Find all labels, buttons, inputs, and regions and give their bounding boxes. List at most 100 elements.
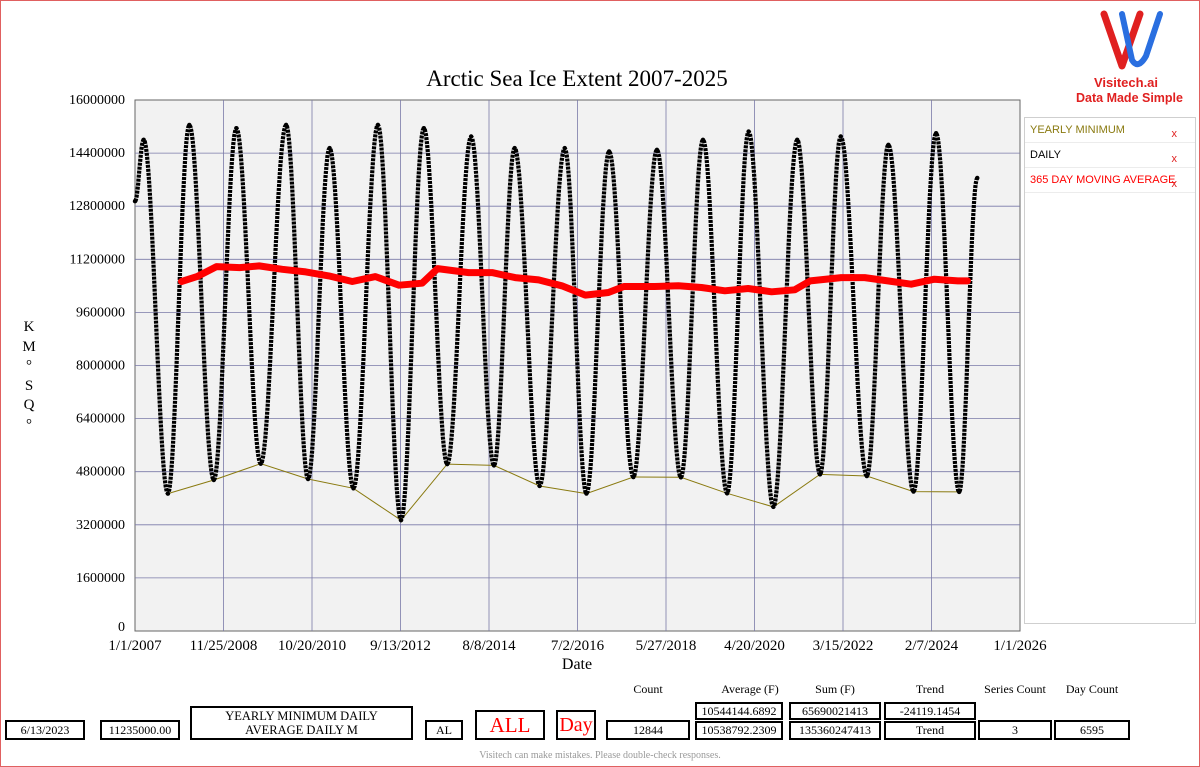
- series-daily: [132, 122, 980, 523]
- legend-label: YEARLY MINIMUM: [1030, 124, 1125, 136]
- filter-field[interactable]: AL: [425, 720, 463, 740]
- moving-average-point: [956, 279, 959, 282]
- daily-extreme-point: [864, 473, 870, 479]
- period-day-button[interactable]: Day: [556, 710, 596, 740]
- remove-series-button[interactable]: x: [1171, 153, 1178, 165]
- daily-extreme-point: [132, 199, 138, 204]
- daily-extreme-point: [606, 149, 612, 154]
- y-tick-label: 14400000: [69, 146, 125, 161]
- disclaimer-footer: Visitech can make mistakes. Please doubl…: [479, 750, 721, 761]
- day-count-header: Day Count: [1065, 682, 1119, 696]
- daily-extreme-point: [817, 472, 823, 477]
- yearly-minimum-line: [167, 463, 960, 521]
- moving-average-point: [584, 294, 587, 297]
- moving-average-point: [560, 284, 563, 287]
- moving-average-point: [327, 274, 330, 277]
- y-tick-label: 3200000: [76, 518, 125, 533]
- y-tick-label: 4800000: [76, 465, 125, 480]
- daily-extreme-point: [562, 145, 567, 151]
- moving-average-point: [281, 268, 284, 271]
- range-all-button[interactable]: ALL: [475, 710, 545, 740]
- x-tick-label: 3/15/2022: [813, 638, 874, 654]
- daily-extreme-point: [468, 134, 474, 139]
- moving-average-point: [622, 285, 625, 288]
- y-axis-label-char: Q: [23, 397, 35, 413]
- legend-item-daily[interactable]: DAILY x: [1025, 143, 1195, 168]
- remove-series-button[interactable]: x: [1171, 128, 1178, 140]
- average-header: Average (F): [721, 682, 779, 696]
- moving-average-point: [747, 287, 750, 290]
- moving-average-point: [195, 275, 198, 278]
- daily-extreme-point: [398, 517, 404, 523]
- daily-extreme-point: [512, 145, 517, 151]
- moving-average-point: [607, 291, 610, 294]
- y-tick-label: 16000000: [69, 93, 125, 108]
- v-logo-icon: [1100, 10, 1163, 70]
- legend: YEARLY MINIMUM x DAILY x 365 DAY MOVING …: [1024, 117, 1196, 624]
- series-select[interactable]: YEARLY MINIMUM DAILY AVERAGE DAILY M: [190, 706, 413, 740]
- x-tick-label: 1/1/2026: [993, 638, 1047, 654]
- daily-extreme-point: [258, 461, 263, 466]
- daily-extreme-point: [187, 122, 192, 128]
- daily-extreme-point: [975, 175, 980, 181]
- y-axis-label-char: K: [23, 319, 35, 335]
- daily-extreme-point: [654, 147, 660, 152]
- x-tick-label: 7/2/2016: [551, 638, 605, 654]
- remove-series-button[interactable]: x: [1171, 178, 1178, 190]
- moving-average-point: [653, 285, 656, 288]
- moving-average-point: [770, 290, 773, 293]
- daily-extreme-point: [678, 475, 684, 480]
- x-tick-label: 5/27/2018: [636, 638, 697, 654]
- daily-extreme-point: [771, 504, 776, 510]
- y-tick-label: 6400000: [76, 412, 125, 427]
- sum-value-1: 65690021413: [789, 702, 881, 720]
- x-tick-label: 9/13/2012: [370, 638, 431, 654]
- count-value: 12844: [606, 720, 690, 740]
- moving-average-point: [397, 284, 400, 287]
- daily-extreme-point: [956, 489, 962, 495]
- y-axis-ticks: 0 1600000 3200000 4800000 6400000 8000000 9600…: [69, 93, 125, 635]
- daily-extreme-point: [327, 145, 332, 151]
- legend-item-moving-average[interactable]: 365 DAY MOVING AVERAGE x: [1025, 168, 1195, 193]
- y-tick-label: 8000000: [76, 359, 125, 374]
- series-count-value: 3: [978, 720, 1052, 740]
- daily-extreme-point: [631, 474, 636, 480]
- logo-tagline: Data Made Simple: [1076, 91, 1183, 105]
- moving-average-point: [351, 280, 354, 283]
- y-tick-label: 11200000: [70, 252, 125, 267]
- moving-average-point: [258, 264, 261, 267]
- legend-item-yearly-minimum[interactable]: YEARLY MINIMUM x: [1025, 118, 1195, 143]
- series-count-header: Series Count: [984, 682, 1046, 696]
- series-moving-average: [178, 262, 971, 299]
- daily-extreme-point: [491, 463, 497, 468]
- daily-extreme-point: [234, 126, 239, 131]
- daily-extreme-point: [584, 491, 589, 496]
- daily-extreme-point: [700, 137, 706, 143]
- daily-extreme-point: [795, 137, 800, 143]
- moving-average-point: [467, 271, 470, 274]
- trend-button[interactable]: Trend: [884, 721, 976, 740]
- daily-extreme-point: [746, 129, 751, 134]
- y-axis-label-char: S: [24, 377, 34, 394]
- legend-label: 365 DAY MOVING AVERAGE: [1030, 174, 1176, 186]
- date-field[interactable]: 6/13/2023: [5, 720, 85, 740]
- moving-average-point: [840, 276, 843, 279]
- moving-average-point: [215, 265, 218, 268]
- daily-extreme-point: [375, 122, 381, 128]
- moving-average-line: [178, 262, 971, 299]
- average-value-1: 10544144.6892: [695, 702, 783, 720]
- trend-value: -24119.1454: [884, 702, 976, 720]
- value-field[interactable]: 11235000.00: [100, 720, 180, 740]
- daily-extreme-point: [933, 130, 939, 136]
- y-axis-label-char: °: [26, 416, 32, 433]
- trend-header: Trend: [915, 682, 945, 696]
- daily-extreme-point: [421, 126, 427, 131]
- moving-average-point: [809, 279, 812, 282]
- daily-extreme-point: [886, 142, 891, 148]
- daily-extreme-point: [351, 486, 356, 491]
- y-axis-label: K M ° S Q °: [18, 318, 40, 435]
- moving-average-point: [374, 275, 377, 278]
- y-tick-label: 12800000: [69, 199, 125, 214]
- chart-title: Arctic Sea Ice Extent 2007-2025: [426, 66, 727, 91]
